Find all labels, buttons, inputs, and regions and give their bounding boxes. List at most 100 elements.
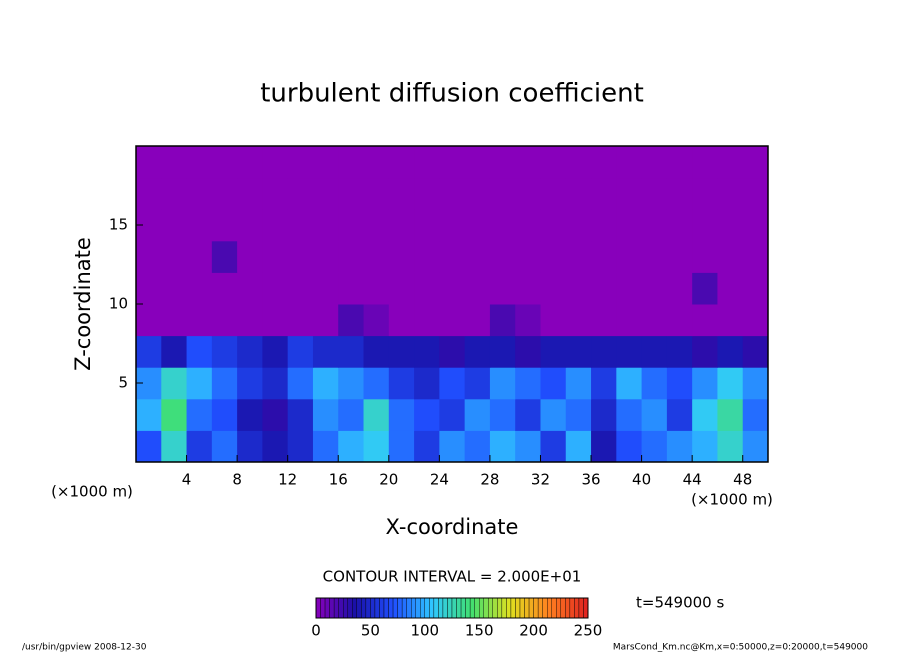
cell (540, 367, 567, 400)
cell (237, 146, 263, 179)
cell (540, 272, 567, 305)
cell (363, 304, 390, 337)
colorbar-step (551, 597, 557, 619)
cell (439, 367, 466, 400)
cell (338, 146, 365, 179)
cell (388, 209, 415, 242)
cell (515, 367, 541, 400)
colorbar-step (528, 597, 534, 619)
cell (692, 177, 718, 210)
colorbar-step (510, 597, 516, 619)
cell (237, 177, 263, 210)
cell (540, 430, 567, 463)
cell (717, 177, 744, 210)
colorbar-tick-label: 0 (311, 622, 321, 640)
x-tick-label: 32 (531, 471, 550, 489)
cell (136, 304, 162, 337)
cell (515, 398, 541, 431)
x-tick-label: 44 (683, 471, 702, 489)
cell (717, 209, 744, 242)
cell (464, 398, 491, 431)
colorbar-step (379, 597, 385, 619)
cell (489, 177, 516, 210)
colorbar-step (465, 597, 471, 619)
cell (237, 335, 263, 368)
cell (641, 304, 668, 337)
contour-note: CONTOUR INTERVAL = 2.000E+01 (323, 568, 582, 586)
cell (312, 304, 339, 337)
cell (692, 146, 718, 179)
cell (262, 304, 289, 337)
cell (641, 177, 668, 210)
colorbar-step (556, 597, 561, 619)
cell (692, 398, 718, 431)
cell (439, 146, 466, 179)
cell (287, 398, 314, 431)
cell (388, 240, 415, 273)
cell (287, 240, 314, 273)
cell (489, 367, 516, 400)
cell (616, 146, 643, 179)
colorbar-step (370, 597, 376, 619)
cell (464, 430, 491, 463)
cell (616, 177, 643, 210)
cell (287, 367, 314, 400)
cell (161, 430, 188, 463)
cell (565, 430, 592, 463)
cell (161, 240, 188, 273)
cell (136, 272, 162, 305)
cell (262, 146, 289, 179)
cell (591, 335, 617, 368)
colorbar-step (565, 597, 571, 619)
cell (515, 272, 541, 305)
cell (136, 177, 162, 210)
cell (641, 367, 668, 400)
cell (641, 240, 668, 273)
cell (641, 209, 668, 242)
cell (666, 398, 693, 431)
colorbar-step (474, 597, 480, 619)
cell (388, 304, 415, 337)
cell (186, 146, 213, 179)
cell (616, 398, 643, 431)
cell (237, 430, 263, 463)
colorbar-step (547, 597, 552, 619)
cell (692, 240, 718, 273)
cell (591, 272, 617, 305)
cell (565, 177, 592, 210)
colorbar-step (524, 597, 530, 619)
colorbar-tick-label: 150 (465, 622, 494, 640)
cell (136, 398, 162, 431)
cell (565, 335, 592, 368)
cell (363, 272, 390, 305)
colorbar-step (433, 597, 439, 619)
cell (616, 430, 643, 463)
x-tick-label: 4 (182, 471, 192, 489)
cell (287, 430, 314, 463)
colorbar-step (542, 597, 548, 619)
cell (287, 304, 314, 337)
cell (161, 272, 188, 305)
footer-left: /usr/bin/gpview 2008-12-30 (22, 643, 147, 653)
colorbar-step (442, 597, 448, 619)
colorbar-step (537, 597, 543, 619)
cell (591, 209, 617, 242)
cell (312, 367, 339, 400)
cell (464, 304, 491, 337)
cell (211, 398, 238, 431)
cell (439, 430, 466, 463)
cell (540, 398, 567, 431)
cell (388, 367, 415, 400)
y-axis-label: Z-coordinate (71, 237, 95, 371)
cell (262, 398, 289, 431)
colorbar-step (415, 597, 421, 619)
cell (312, 240, 339, 273)
cell (388, 146, 415, 179)
x-tick-label: 48 (733, 471, 752, 489)
colorbar-step (569, 597, 575, 619)
cell (287, 177, 314, 210)
cell (363, 335, 390, 368)
colorbar-step (406, 597, 412, 619)
cell (616, 367, 643, 400)
chart-title: turbulent diffusion coefficient (260, 79, 644, 109)
